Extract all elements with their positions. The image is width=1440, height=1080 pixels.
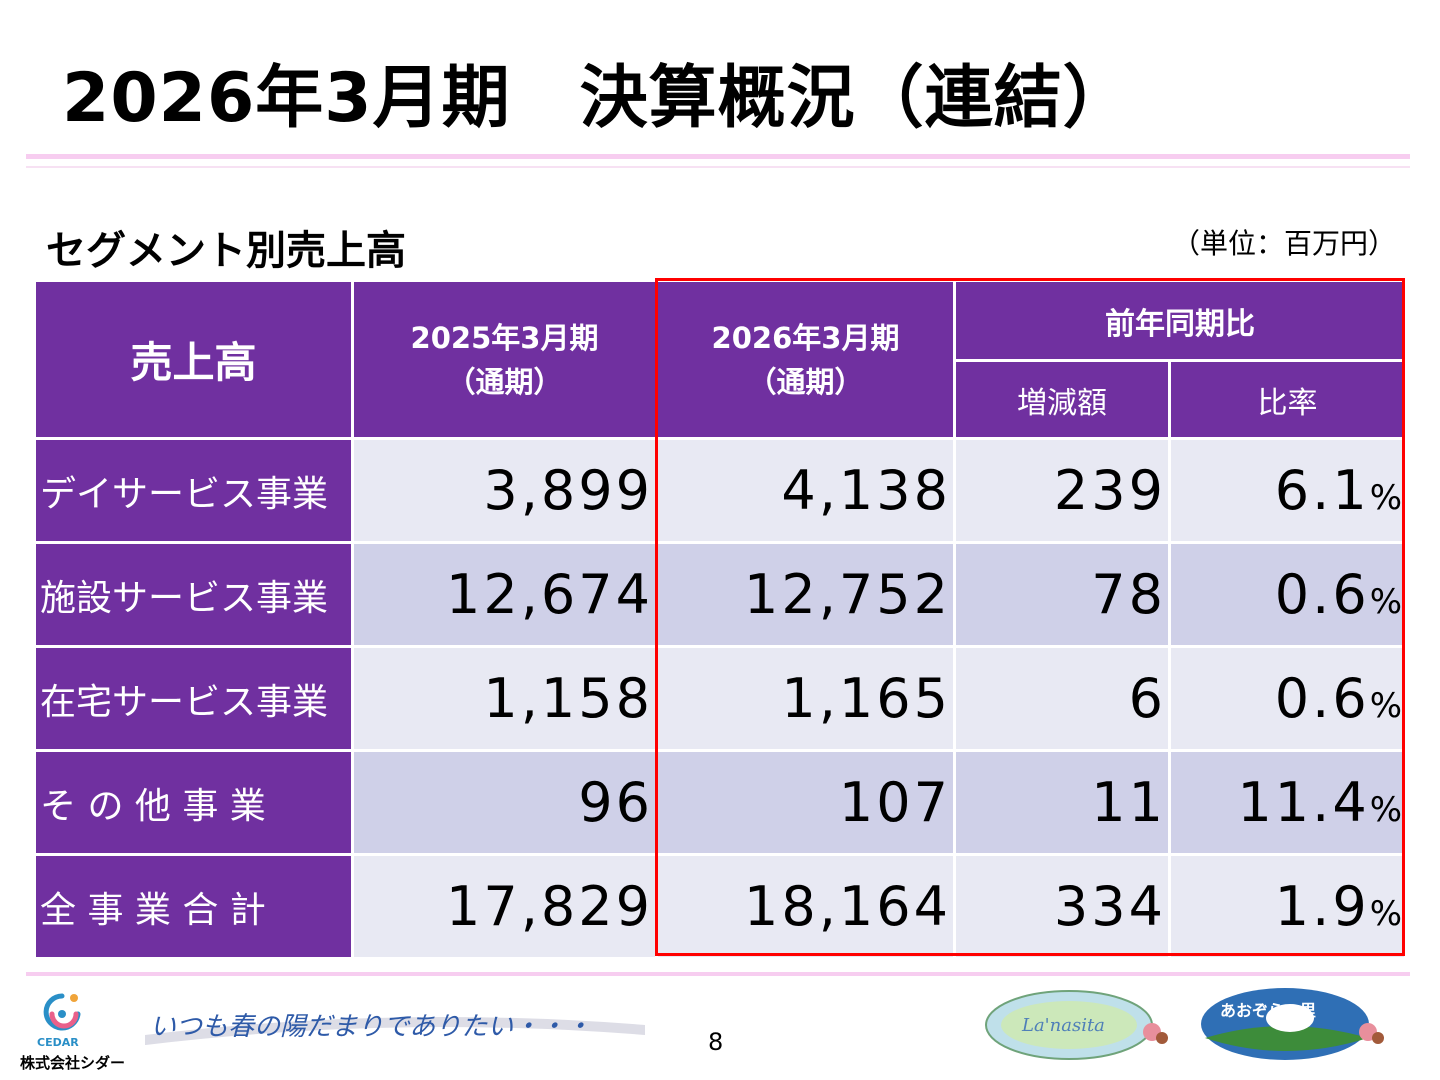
cell-diff: 239 xyxy=(953,437,1171,544)
unit-label: （単位：百万円） xyxy=(1171,227,1396,260)
footer-divider xyxy=(26,972,1410,976)
aozora-badge-icon: あおぞらの里 xyxy=(1201,988,1384,1060)
cell-curr: 12,752 xyxy=(655,541,956,648)
row-label: 在宅サービス事業 xyxy=(33,645,354,752)
cell-curr: 107 xyxy=(655,749,956,856)
cell-curr: 18,164 xyxy=(655,853,956,960)
cedar-logo-icon xyxy=(43,993,81,1031)
cell-prev: 12,674 xyxy=(351,541,658,648)
section-subtitle: セグメント別売上高 xyxy=(46,228,406,274)
cell-ratio: 0.6% xyxy=(1168,541,1407,648)
cell-ratio: 1.9% xyxy=(1168,853,1407,960)
cell-ratio: 6.1% xyxy=(1168,437,1407,544)
row-label: デイサービス事業 xyxy=(33,437,354,544)
header-prev-period-line2: （通期） xyxy=(446,364,563,399)
cell-diff: 78 xyxy=(953,541,1171,648)
header-ratio: 比率 xyxy=(1168,359,1407,440)
percent-sign: % xyxy=(1369,582,1402,622)
percent-sign: % xyxy=(1369,894,1402,934)
ratio-value: 0.6 xyxy=(1274,667,1370,730)
header-curr-period: 2026年3月期 （通期） xyxy=(655,279,956,440)
header-yoy: 前年同期比 xyxy=(953,279,1407,362)
slogan-text: いつも春の陽だまりでありたい・・・ xyxy=(150,1012,592,1042)
ratio-value: 6.1 xyxy=(1274,459,1370,522)
cell-prev: 17,829 xyxy=(351,853,658,960)
cell-prev: 1,158 xyxy=(351,645,658,752)
header-prev-period: 2025年3月期 （通期） xyxy=(351,279,658,440)
cell-ratio: 0.6% xyxy=(1168,645,1407,752)
cell-diff: 334 xyxy=(953,853,1171,960)
cell-diff: 6 xyxy=(953,645,1171,752)
page-number: 8 xyxy=(708,1028,724,1056)
table-row: そ の 他 事 業 96 107 11 11.4% xyxy=(33,749,1407,856)
segment-sales-table: 売上高 2025年3月期 （通期） 2026年3月期 （通期） 前年同期比 増減… xyxy=(33,279,1407,960)
company-name: 株式会社シダー xyxy=(20,1054,126,1072)
header-curr-period-line1: 2026年3月期 xyxy=(711,320,900,355)
table-row: 在宅サービス事業 1,158 1,165 6 0.6% xyxy=(33,645,1407,752)
ratio-value: 11.4 xyxy=(1237,771,1370,834)
cell-curr: 4,138 xyxy=(655,437,956,544)
table-row: 全 事 業 合 計 17,829 18,164 334 1.9% xyxy=(33,853,1407,960)
slide-title: 2026年3月期 決算概況（連結） xyxy=(62,59,1132,138)
title-divider xyxy=(26,154,1410,159)
cell-ratio: 11.4% xyxy=(1168,749,1407,856)
title-divider-thin xyxy=(26,166,1410,168)
ratio-value: 0.6 xyxy=(1274,563,1370,626)
row-label: 全 事 業 合 計 xyxy=(33,853,354,960)
percent-sign: % xyxy=(1369,686,1402,726)
percent-sign: % xyxy=(1369,478,1402,518)
row-label: そ の 他 事 業 xyxy=(33,749,354,856)
row-label: 施設サービス事業 xyxy=(33,541,354,648)
header-prev-period-line1: 2025年3月期 xyxy=(410,320,599,355)
cell-curr: 1,165 xyxy=(655,645,956,752)
badge-left-text: La'nasita xyxy=(1021,1015,1105,1036)
slogan-brush-icon xyxy=(145,1017,645,1045)
table-row: デイサービス事業 3,899 4,138 239 6.1% xyxy=(33,437,1407,544)
header-curr-period-line2: （通期） xyxy=(747,364,864,399)
lanasita-badge-icon: La'nasita xyxy=(985,990,1168,1060)
ratio-value: 1.9 xyxy=(1274,875,1370,938)
percent-sign: % xyxy=(1369,790,1402,830)
cell-diff: 11 xyxy=(953,749,1171,856)
header-sales: 売上高 xyxy=(33,279,354,440)
cell-prev: 96 xyxy=(351,749,658,856)
logo-wordmark: CEDAR xyxy=(37,1036,79,1049)
badge-right-text: あおぞらの里 xyxy=(1220,1001,1316,1020)
cell-prev: 3,899 xyxy=(351,437,658,544)
header-diff: 増減額 xyxy=(953,359,1171,440)
table-row: 施設サービス事業 12,674 12,752 78 0.6% xyxy=(33,541,1407,648)
